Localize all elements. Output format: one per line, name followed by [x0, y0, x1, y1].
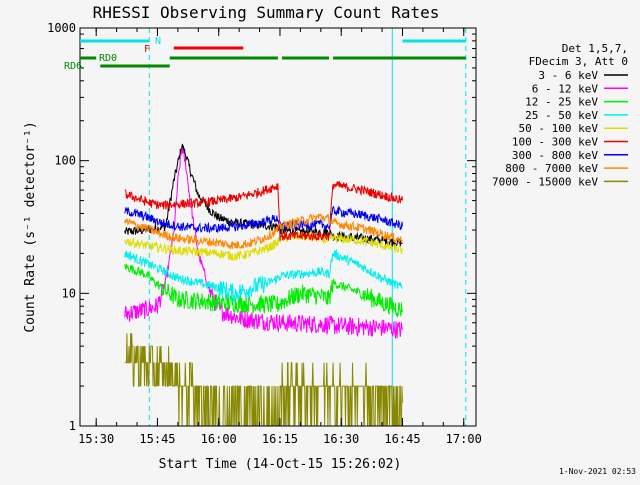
legend-label-7: 800 - 7000 keV — [505, 162, 598, 175]
y-tick-label-2: 100 — [54, 154, 76, 168]
legend-label-8: 7000 - 15000 keV — [492, 175, 598, 188]
y-tick-label-1: 10 — [62, 286, 76, 300]
series-line-1 — [124, 147, 403, 339]
y-tick-label-3: 1000 — [47, 21, 76, 35]
legend-header-line-2: FDecim 3, Att 0 — [529, 55, 628, 68]
legend-header-line-1: Det 1,5,7, — [562, 42, 628, 55]
legend-label-4: 50 - 100 keV — [519, 122, 599, 135]
legend-label-1: 6 - 12 keV — [532, 82, 599, 95]
x-tick-label-3: 16:15 — [262, 432, 298, 446]
chart-title: RHESSI Observing Summary Count Rates — [93, 3, 440, 22]
x-tick-label-0: 15:30 — [78, 432, 114, 446]
legend-label-2: 12 - 25 keV — [525, 96, 598, 109]
legend-label-0: 3 - 6 keV — [538, 69, 598, 82]
y-tick-label-0: 1 — [69, 419, 76, 433]
annotation-label-f: F — [144, 44, 150, 55]
legend-label-5: 100 - 300 keV — [512, 136, 598, 149]
x-axis-ticks: 15:30 15:45 16:00 16:15 16:30 16:45 17:00 — [78, 28, 482, 446]
footer-date: 1-Nov-2021 02:53 — [559, 467, 636, 476]
x-tick-label-5: 16:45 — [384, 432, 420, 446]
x-tick-label-6: 17:00 — [446, 432, 482, 446]
legend-label-3: 25 - 50 keV — [525, 109, 598, 122]
annotation-label-n: N — [155, 36, 161, 47]
series-line-7 — [124, 213, 403, 250]
y-axis-label: Count Rate (s⁻¹ detector⁻¹) — [23, 121, 38, 332]
series-line-2 — [124, 263, 403, 319]
series-line-3 — [124, 248, 403, 302]
x-tick-label-4: 16:30 — [323, 432, 359, 446]
series-line-4 — [124, 231, 403, 262]
annotation-label-rd0: RD0 — [99, 53, 117, 64]
x-tick-label-1: 15:45 — [139, 432, 175, 446]
series-line-5 — [124, 181, 403, 242]
series-line-8 — [124, 333, 403, 427]
series-line-6 — [124, 205, 403, 234]
x-tick-label-2: 16:00 — [201, 432, 237, 446]
instrument-state-annotations: NF RD0 RD6 — [64, 36, 466, 72]
legend-label-6: 300 - 800 keV — [512, 149, 598, 162]
x-axis-label: Start Time (14-Oct-15 15:26:02) — [159, 457, 402, 472]
annotation-label-rd6: RD6 — [64, 61, 82, 72]
plot-frame — [79, 27, 477, 427]
